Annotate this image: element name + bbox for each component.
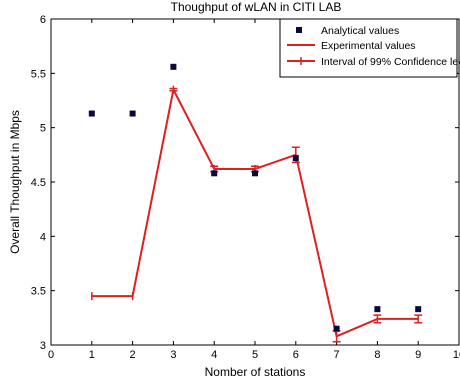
analytical-point-9 [415,306,422,313]
x-tick-label-4: 4 [211,349,217,361]
x-tick-label-0: 0 [48,349,54,361]
analytical-point-3 [170,63,177,70]
y-tick-label-6: 6 [40,14,46,26]
x-tick-label-9: 9 [415,349,421,361]
chart-title: Thoughput of wLAN in CITI LAB [171,0,342,14]
analytical-point-1 [88,110,95,117]
legend-analytical-marker [296,27,302,33]
x-tick-label-2: 2 [130,349,136,361]
x-tick-label-8: 8 [374,349,380,361]
series-layer [88,63,423,343]
analytical-point-6 [292,155,299,162]
x-tick-label-10: 10 [453,349,460,361]
y-tick-label-0: 3 [40,340,46,352]
y-axis-label: Overall Thoughput in Mbps [8,110,22,254]
x-tick-label-3: 3 [170,349,176,361]
y-tick-label-2: 4 [40,231,46,243]
analytical-point-8 [374,306,381,313]
experimental-line [91,88,419,338]
x-tick-label-1: 1 [89,349,95,361]
legend-label-experimental: Experimental values [321,40,416,52]
analytical-point-5 [252,170,258,177]
legend-label-interval: Interval of 99% Confidence level [321,56,460,68]
legend-box [279,18,458,78]
x-tick-label-7: 7 [334,349,340,361]
y-tick-label-5: 5.5 [31,68,46,80]
y-tick-label-1: 3.5 [31,286,46,298]
x-axis-label: Nomber of stations [205,365,306,379]
legend-label-analytical: Analytical values [321,25,399,37]
analytical-point-7 [333,325,340,332]
analytical-point-4 [211,170,218,177]
axis-ticks: 0 1 2 3 4 5 6 7 8 9 10 3 3.5 4 4.5 5 5.5 6 [31,14,460,361]
x-tick-label-6: 6 [293,349,299,361]
y-tick-label-3: 4.5 [31,177,46,189]
legend: Analytical values Experimental values In… [279,18,460,78]
y-tick-label-4: 5 [40,123,46,135]
x-tick-label-5: 5 [252,349,258,361]
analytical-point-2 [129,110,136,117]
